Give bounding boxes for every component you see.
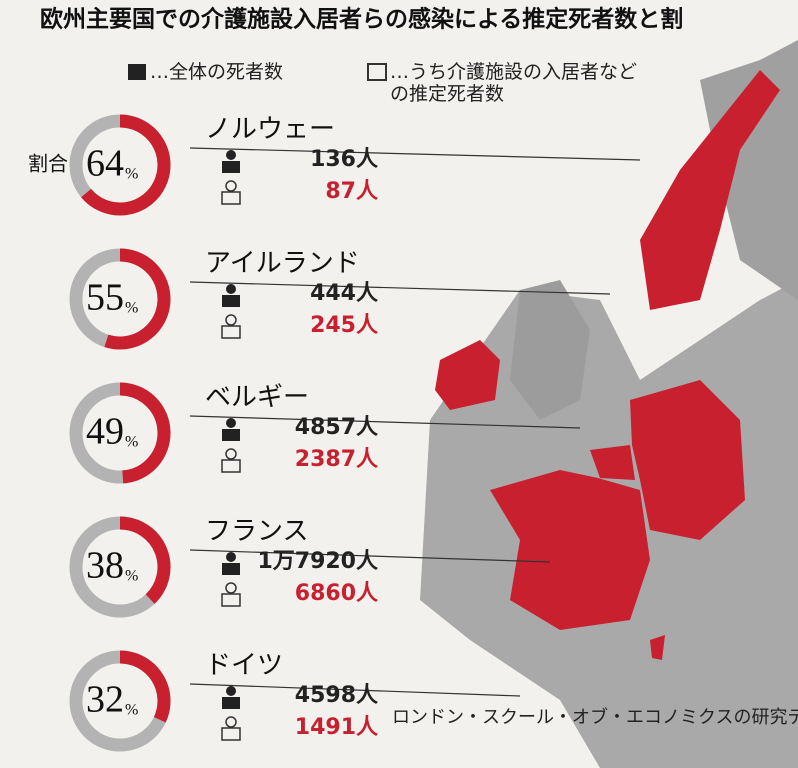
donut-arc	[119, 382, 171, 484]
icon-head	[226, 552, 236, 562]
name-bg	[195, 515, 385, 547]
legend-icon-total	[128, 64, 146, 80]
source: ロンドン・スクール・オブ・エコノミクスの研究データなどから（死者数	[392, 706, 798, 728]
name-bg	[195, 381, 385, 413]
legend-icon-care	[367, 63, 387, 81]
share-value: 49	[86, 411, 124, 453]
chart-title: 欧州主要国での介護施設入居者らの感染による推定死者数と割	[40, 6, 683, 33]
legend-care: …うち介護施設の入居者などの推定死者数	[390, 61, 638, 105]
name-bg	[195, 247, 385, 279]
share-value: 64	[86, 143, 124, 185]
count-label: 444人	[310, 281, 378, 306]
count-label: 2387人	[295, 447, 378, 472]
name-bg	[195, 649, 385, 681]
share-unit: %	[125, 166, 138, 183]
leader-line	[189, 415, 581, 429]
count-label: 1491人	[295, 715, 378, 740]
icon-head	[225, 448, 237, 460]
leader-line	[189, 683, 521, 697]
donut-arc	[81, 114, 171, 216]
germany	[630, 380, 745, 540]
count-label: 1万7920人	[257, 549, 378, 574]
icon-body	[221, 325, 241, 339]
icon-head	[226, 686, 236, 696]
leader-line	[189, 549, 551, 563]
country-name: ドイツ	[205, 651, 283, 681]
count-label: 6860人	[295, 581, 378, 606]
norway	[640, 70, 780, 310]
count-label: 4857人	[295, 415, 378, 440]
france	[490, 470, 650, 630]
icon-body	[222, 697, 240, 709]
count-label: 4598人	[295, 683, 378, 708]
icon-head	[225, 716, 237, 728]
icon-head	[225, 582, 237, 594]
country-name: ベルギー	[205, 383, 309, 413]
icon-body	[221, 727, 241, 741]
share-label: 割合	[28, 152, 68, 176]
icon-body	[221, 459, 241, 473]
donut-arc	[119, 650, 171, 723]
donut-arc	[119, 516, 171, 604]
legend-total: …全体の死者数	[150, 61, 284, 83]
leader-line	[189, 281, 611, 295]
share-unit: %	[125, 702, 138, 719]
share-value: 32	[86, 679, 124, 721]
share-value: 38	[86, 545, 124, 587]
corsica	[650, 635, 665, 660]
icon-head	[225, 180, 237, 192]
leader-line	[189, 147, 641, 161]
icon-head	[226, 284, 236, 294]
share-unit: %	[125, 300, 138, 317]
donut-arc	[104, 248, 171, 350]
count-label: 245人	[310, 313, 378, 338]
count-label: 87人	[325, 179, 378, 204]
icon-head	[226, 418, 236, 428]
country-name: フランス	[205, 517, 308, 547]
icon-body	[221, 593, 241, 607]
sweden	[700, 40, 798, 300]
country-name: アイルランド	[205, 249, 360, 279]
icon-body	[222, 429, 240, 441]
count-label: 136人	[310, 147, 378, 172]
title-bg	[0, 0, 798, 36]
name-bg	[195, 113, 385, 145]
share-unit: %	[125, 568, 138, 585]
britain	[510, 280, 590, 420]
icon-head	[225, 314, 237, 326]
icon-body	[221, 191, 241, 205]
share-unit: %	[125, 434, 138, 451]
ireland	[435, 340, 500, 410]
icon-head	[226, 150, 236, 160]
map	[420, 40, 798, 768]
share-value: 55	[86, 277, 124, 319]
belgium	[590, 445, 635, 480]
icon-body	[222, 161, 240, 173]
country-name: ノルウェー	[205, 115, 335, 145]
icon-body	[222, 295, 240, 307]
icon-body	[222, 563, 240, 575]
